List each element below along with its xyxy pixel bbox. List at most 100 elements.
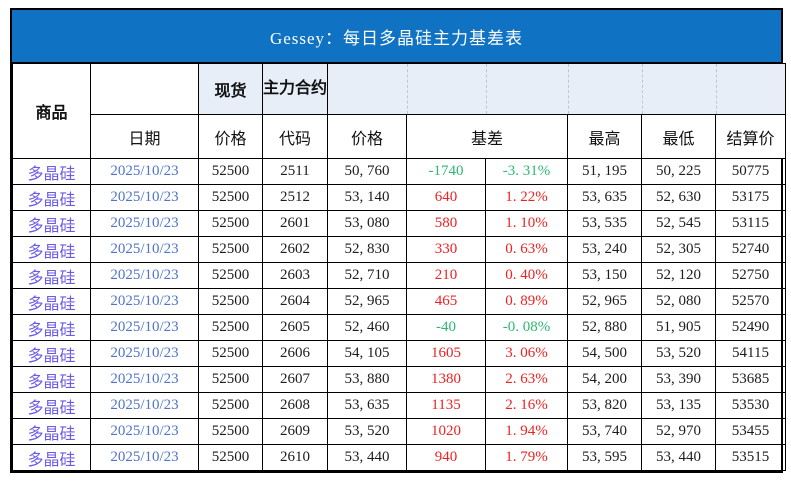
cell-settlement: 52750 <box>714 262 787 289</box>
cell-low: 52, 120 <box>641 262 716 289</box>
cell-contract-code: 2603 <box>262 262 328 289</box>
cell-basis-pct: 3. 06% <box>485 340 568 367</box>
cell-high: 54, 200 <box>567 366 642 393</box>
cell-date: 2025/10/23 <box>90 288 199 315</box>
cell-basis-pct: 1. 22% <box>485 184 568 211</box>
cell-basis: 330 <box>406 236 486 263</box>
cell-basis-pct: 0. 63% <box>485 236 568 263</box>
cell-high: 52, 880 <box>567 314 642 341</box>
cell-basis: 1135 <box>406 392 486 419</box>
cell-spot-price: 52500 <box>198 314 263 341</box>
cell-contract-code: 2512 <box>262 184 328 211</box>
cell-high: 54, 500 <box>567 340 642 367</box>
cell-commodity: 多晶硅 <box>12 158 91 185</box>
cell-contract-code: 2602 <box>262 236 328 263</box>
cell-settlement: 54115 <box>714 340 787 367</box>
table-row: 多晶硅 2025/10/23 52500 2602 52, 830 330 0.… <box>12 236 787 263</box>
header-date: 日期 <box>90 114 199 159</box>
cell-low: 53, 520 <box>641 340 716 367</box>
cell-commodity: 多晶硅 <box>12 444 91 471</box>
cell-low: 51, 905 <box>641 314 716 341</box>
cell-low: 52, 970 <box>641 418 716 445</box>
cell-high: 53, 740 <box>567 418 642 445</box>
cell-settlement: 53115 <box>714 210 787 237</box>
cell-contract-code: 2604 <box>262 288 328 315</box>
cell-spot-price: 52500 <box>198 366 263 393</box>
table-row: 多晶硅 2025/10/23 52500 2604 52, 965 465 0.… <box>12 288 787 315</box>
cell-settlement: 53455 <box>714 418 787 445</box>
cell-futures-price: 53, 635 <box>327 392 407 419</box>
cell-basis: 640 <box>406 184 486 211</box>
cell-high: 53, 635 <box>567 184 642 211</box>
cell-low: 53, 390 <box>641 366 716 393</box>
cell-low: 53, 440 <box>641 444 716 471</box>
cell-basis: -40 <box>406 314 486 341</box>
header-spot-group: 现货 <box>198 63 263 115</box>
cell-basis-pct: -3. 31% <box>485 158 568 185</box>
table-row: 多晶硅 2025/10/23 52500 2607 53, 880 1380 2… <box>12 366 787 393</box>
cell-date: 2025/10/23 <box>90 210 199 237</box>
cell-date: 2025/10/23 <box>90 392 199 419</box>
cell-date: 2025/10/23 <box>90 418 199 445</box>
basis-table-sheet: Gessey：每日多晶硅主力基差表 商品 现货 主力合约 <box>10 8 787 473</box>
cell-high: 53, 535 <box>567 210 642 237</box>
cell-futures-price: 50, 760 <box>327 158 407 185</box>
cell-settlement: 52740 <box>714 236 787 263</box>
cell-basis: 1380 <box>406 366 486 393</box>
cell-date: 2025/10/23 <box>90 236 199 263</box>
basis-table: 商品 现货 主力合约 日期 价格 代码 价格 基差 最高 最低 <box>12 63 787 471</box>
cell-spot-price: 52500 <box>198 288 263 315</box>
cell-spot-price: 52500 <box>198 158 263 185</box>
cell-high: 53, 150 <box>567 262 642 289</box>
cell-high: 53, 240 <box>567 236 642 263</box>
cell-settlement: 52490 <box>714 314 787 341</box>
cell-basis-pct: 0. 40% <box>485 262 568 289</box>
cell-spot-price: 52500 <box>198 184 263 211</box>
cell-spot-price: 52500 <box>198 236 263 263</box>
cell-contract-code: 2608 <box>262 392 328 419</box>
cell-futures-price: 54, 105 <box>327 340 407 367</box>
cell-commodity: 多晶硅 <box>12 288 91 315</box>
cell-low: 50, 225 <box>641 158 716 185</box>
table-row: 多晶硅 2025/10/23 52500 2606 54, 105 1605 3… <box>12 340 787 367</box>
dashed-gridline <box>716 64 717 114</box>
cell-spot-price: 52500 <box>198 340 263 367</box>
header-main-contract-group: 主力合约 <box>262 63 328 115</box>
cell-contract-code: 2606 <box>262 340 328 367</box>
cell-basis-pct: 1. 79% <box>485 444 568 471</box>
dashed-gridline <box>407 64 408 114</box>
cell-contract-code: 2605 <box>262 314 328 341</box>
cell-futures-price: 53, 880 <box>327 366 407 393</box>
cell-basis-pct: 2. 63% <box>485 366 568 393</box>
header-settlement: 结算价 <box>714 114 787 159</box>
cell-high: 51, 195 <box>567 158 642 185</box>
cell-settlement: 53530 <box>714 392 787 419</box>
cell-futures-price: 52, 710 <box>327 262 407 289</box>
cell-spot-price: 52500 <box>198 444 263 471</box>
cell-commodity: 多晶硅 <box>12 418 91 445</box>
table-row: 多晶硅 2025/10/23 52500 2610 53, 440 940 1.… <box>12 444 787 471</box>
header-basis: 基差 <box>406 114 568 159</box>
cell-commodity: 多晶硅 <box>12 236 91 263</box>
cell-basis-pct: -0. 08% <box>485 314 568 341</box>
table-row: 多晶硅 2025/10/23 52500 2605 52, 460 -40 -0… <box>12 314 787 341</box>
header-high: 最高 <box>567 114 642 159</box>
cell-spot-price: 52500 <box>198 418 263 445</box>
cell-low: 52, 545 <box>641 210 716 237</box>
table-row: 多晶硅 2025/10/23 52500 2511 50, 760 -1740 … <box>12 158 787 185</box>
cell-contract-code: 2610 <box>262 444 328 471</box>
cell-settlement: 50775 <box>714 158 787 185</box>
cell-low: 53, 135 <box>641 392 716 419</box>
cell-basis: 580 <box>406 210 486 237</box>
cell-date: 2025/10/23 <box>90 340 199 367</box>
cell-date: 2025/10/23 <box>90 158 199 185</box>
cell-futures-price: 53, 080 <box>327 210 407 237</box>
cell-high: 53, 595 <box>567 444 642 471</box>
dashed-gridline <box>642 64 643 114</box>
cell-high: 53, 820 <box>567 392 642 419</box>
cell-contract-code: 2601 <box>262 210 328 237</box>
cell-futures-price: 52, 460 <box>327 314 407 341</box>
cell-basis-pct: 0. 89% <box>485 288 568 315</box>
header-futures-price: 价格 <box>327 114 407 159</box>
cell-low: 52, 080 <box>641 288 716 315</box>
